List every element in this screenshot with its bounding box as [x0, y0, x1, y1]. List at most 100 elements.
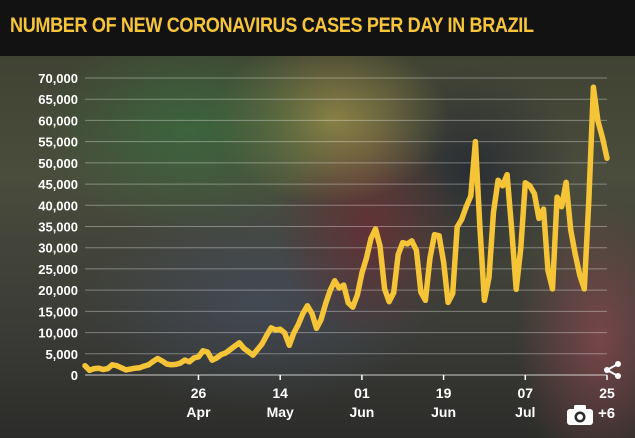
chart-title: NUMBER OF NEW CORONAVIRUS CASES PER DAY …	[10, 14, 534, 37]
data-point	[286, 342, 292, 348]
x-tick-month-label: Jul	[515, 404, 535, 420]
y-tick-label: 55,000	[38, 135, 78, 150]
data-point	[468, 193, 474, 199]
data-points	[82, 84, 610, 373]
x-tick-day-label: 01	[354, 385, 370, 401]
y-tick-label: 30,000	[38, 241, 78, 256]
data-point	[577, 272, 583, 278]
y-tick-label: 0	[71, 368, 78, 383]
data-point	[554, 194, 560, 200]
data-point	[427, 255, 433, 261]
data-point	[354, 292, 360, 298]
data-point	[214, 355, 220, 361]
data-point	[291, 330, 297, 336]
x-tick-day-label: 25	[599, 385, 615, 401]
data-point	[450, 290, 456, 297]
data-point	[318, 317, 324, 323]
data-point	[236, 340, 242, 346]
data-point	[132, 365, 138, 371]
data-point	[91, 366, 97, 372]
y-tick-label: 35,000	[38, 220, 78, 235]
data-point	[495, 177, 501, 183]
data-point	[309, 310, 315, 317]
data-point	[522, 180, 528, 186]
data-point	[527, 183, 533, 189]
y-tick-label: 40,000	[38, 198, 78, 213]
data-point	[127, 366, 133, 372]
data-point	[313, 325, 320, 331]
data-point	[518, 245, 524, 251]
data-point	[136, 365, 143, 371]
data-point	[159, 358, 165, 364]
data-point	[359, 270, 365, 276]
photo-count[interactable]: +6	[598, 405, 616, 422]
data-point	[477, 224, 483, 230]
data-point	[200, 348, 206, 354]
x-tick-day-label: 26	[191, 385, 207, 401]
title-band: NUMBER OF NEW CORONAVIRUS CASES PER DAY …	[0, 0, 635, 56]
y-tick-label: 20,000	[38, 283, 78, 298]
data-point	[327, 288, 333, 294]
data-point	[500, 183, 506, 189]
data-point	[145, 362, 152, 368]
data-point	[418, 289, 424, 295]
data-point	[454, 224, 460, 230]
data-point	[590, 84, 597, 90]
data-point	[559, 204, 565, 210]
data-point	[245, 349, 251, 355]
data-point	[400, 240, 406, 246]
data-point	[205, 349, 211, 355]
data-point	[536, 215, 542, 221]
data-point	[336, 285, 342, 291]
data-point	[490, 209, 497, 215]
data-point	[345, 300, 351, 306]
data-point	[413, 247, 419, 253]
data-point	[441, 259, 447, 265]
data-point	[218, 352, 224, 358]
data-point	[186, 359, 192, 365]
y-tick-label: 70,000	[38, 71, 78, 86]
data-point	[341, 282, 347, 288]
data-point	[540, 206, 547, 212]
x-tick-day-label: 14	[272, 385, 288, 401]
data-point	[323, 301, 329, 307]
data-point	[513, 286, 519, 292]
data-point	[96, 365, 102, 371]
data-point	[368, 235, 374, 241]
data-point	[391, 290, 397, 296]
camera-icon[interactable]	[566, 404, 594, 431]
data-point	[254, 346, 261, 353]
data-point	[223, 350, 229, 356]
data-point	[227, 346, 233, 353]
data-point	[604, 155, 610, 161]
data-point	[595, 118, 601, 124]
data-point	[386, 299, 392, 305]
data-point	[459, 216, 465, 222]
data-point	[177, 360, 183, 366]
data-point	[572, 251, 578, 257]
data-point	[259, 341, 265, 347]
data-point	[568, 227, 574, 233]
data-point	[191, 355, 197, 361]
data-point	[549, 286, 556, 292]
data-point	[445, 299, 451, 305]
data-point	[545, 268, 551, 274]
x-tick-month-label: Jun	[349, 404, 374, 420]
data-point	[586, 198, 592, 204]
data-point	[100, 366, 106, 373]
share-icon[interactable]	[603, 360, 623, 385]
x-tick-month-label: Apr	[186, 404, 211, 420]
data-point	[509, 226, 515, 233]
data-point	[277, 326, 283, 332]
data-point	[481, 297, 487, 303]
data-point	[141, 363, 147, 369]
data-point	[195, 354, 202, 360]
data-point	[599, 135, 606, 141]
x-tick-month-label: Jun	[431, 404, 456, 420]
data-point	[431, 232, 438, 238]
data-point	[150, 358, 156, 364]
data-point	[409, 238, 415, 244]
y-tick-label: 25,000	[38, 262, 78, 277]
data-point	[168, 362, 174, 368]
data-point	[118, 365, 124, 371]
